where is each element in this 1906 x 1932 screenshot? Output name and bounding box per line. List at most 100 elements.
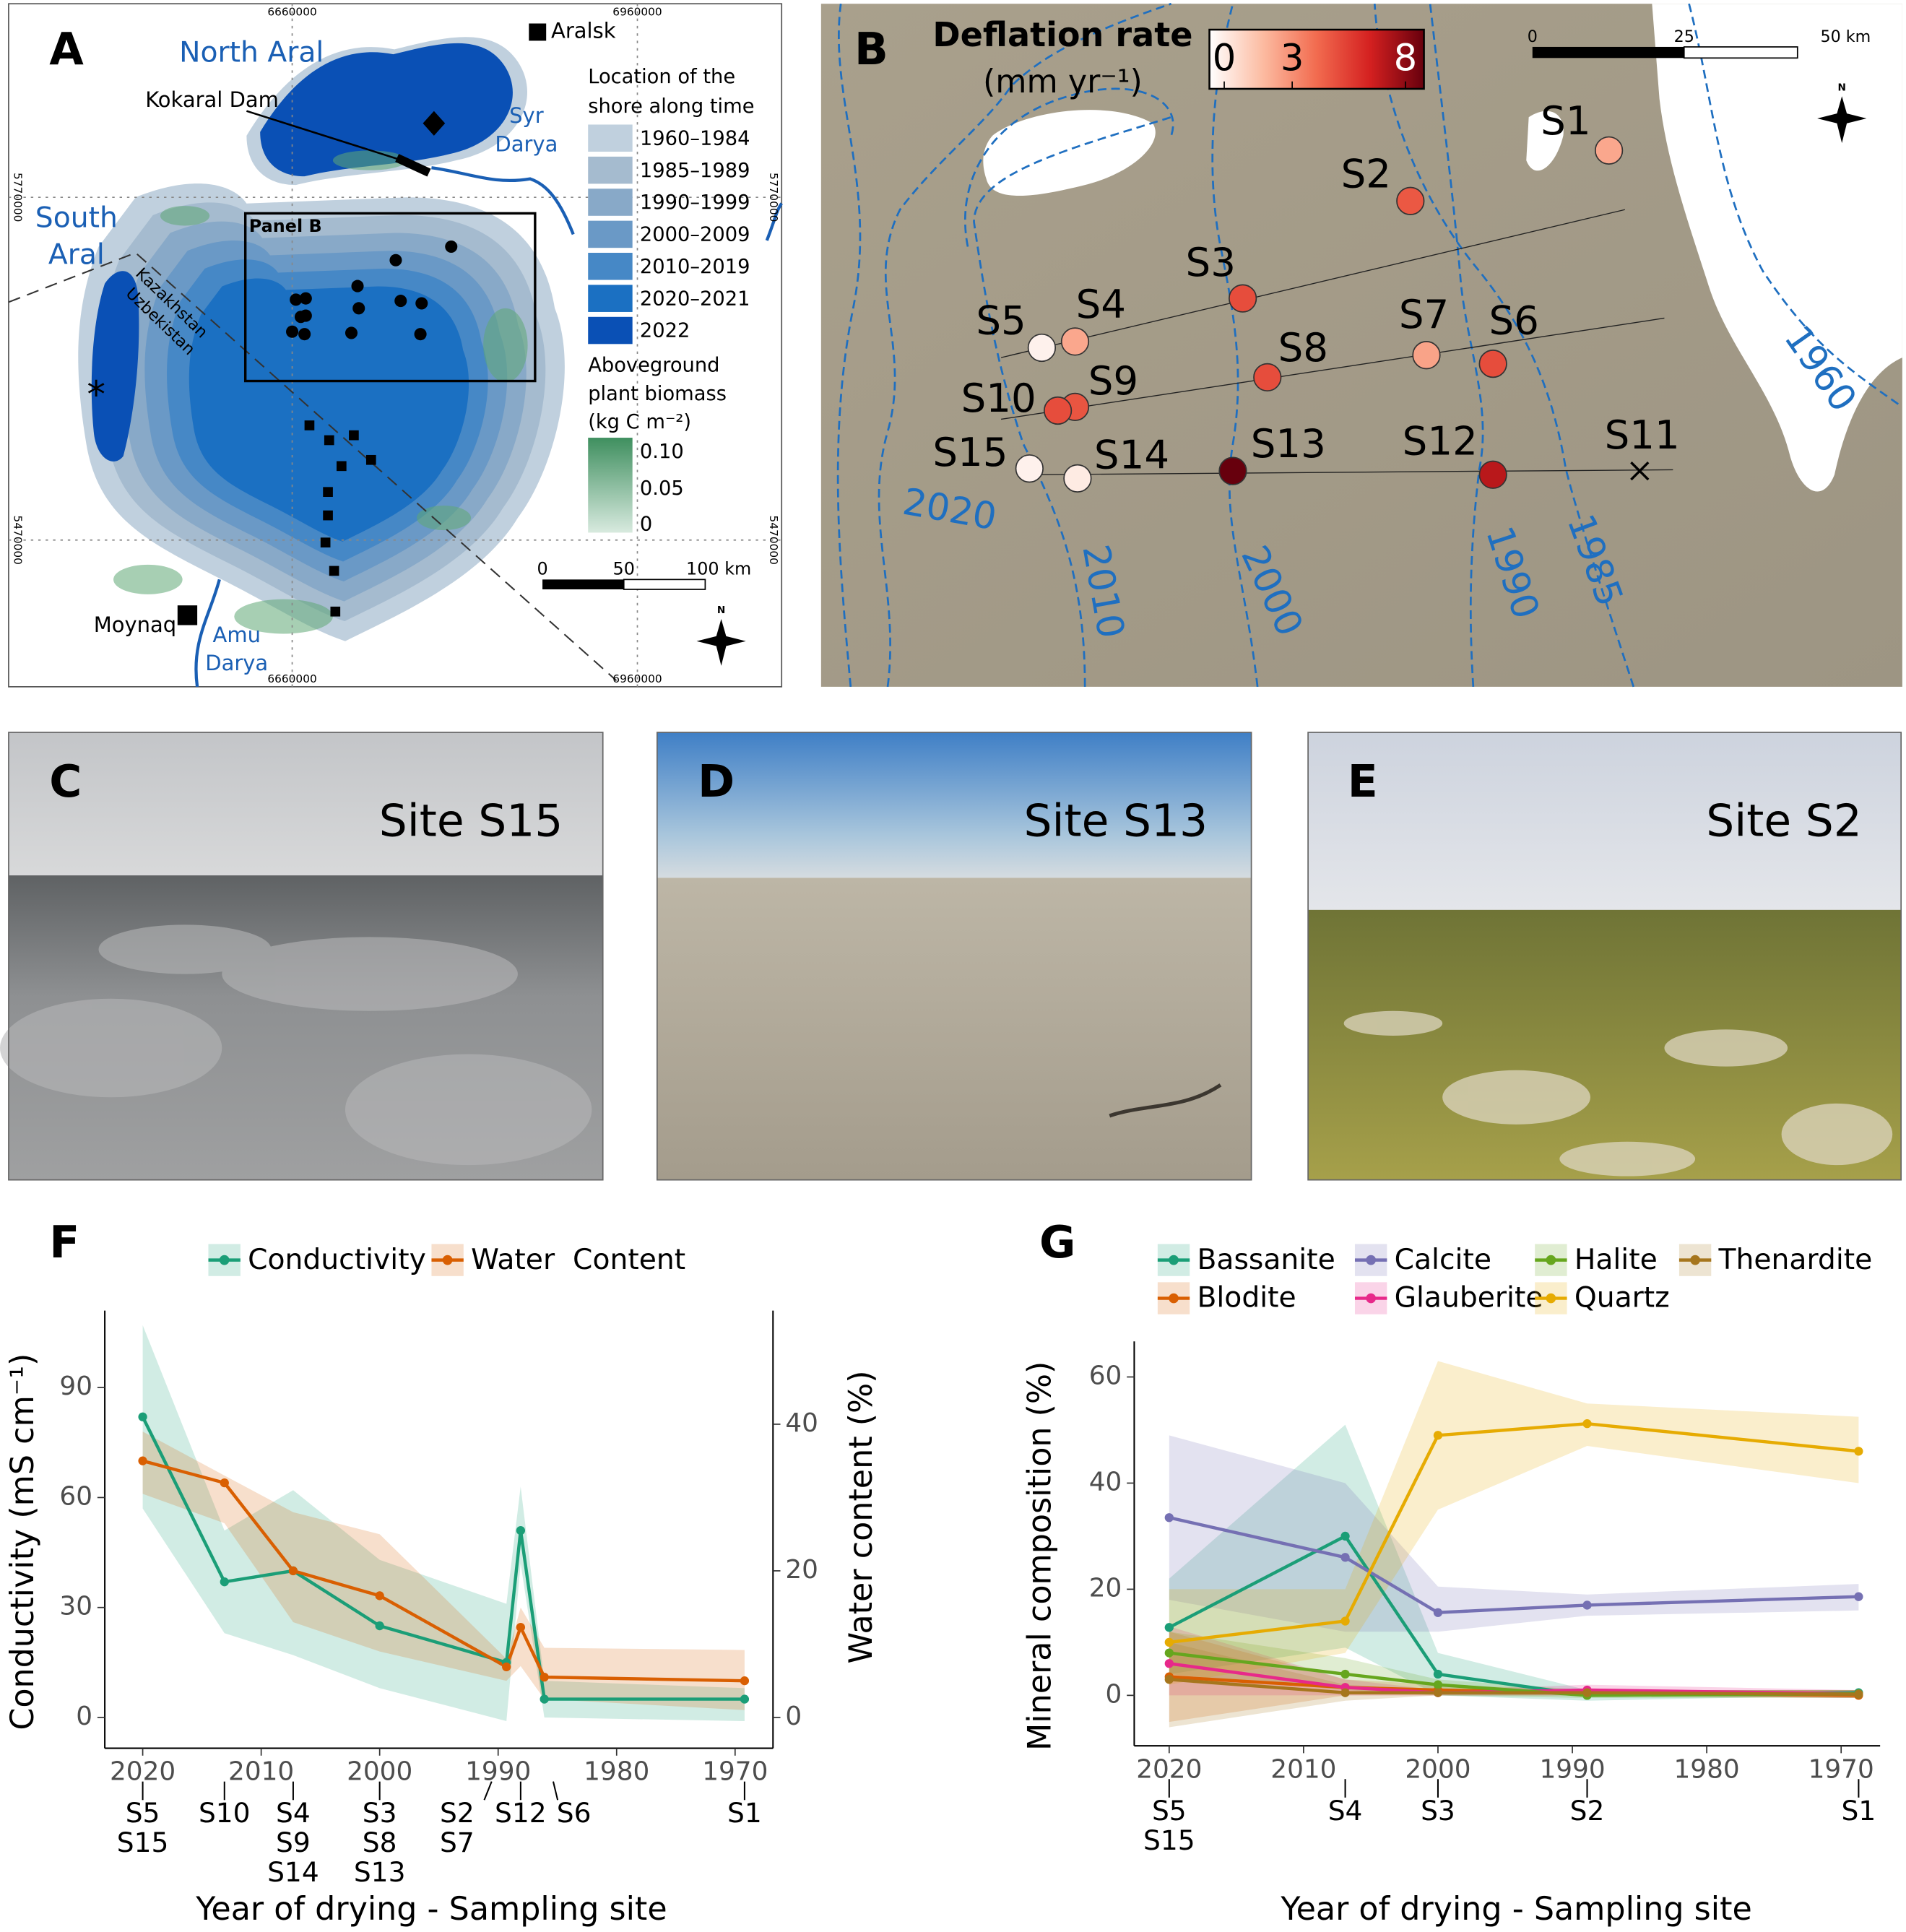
legend-label: 1960–1984 [640, 127, 750, 150]
data-point [1164, 1637, 1174, 1647]
site-label: S1 [1842, 1795, 1876, 1827]
colorbar-box [1208, 28, 1425, 90]
scale-label: 50 km [1820, 27, 1871, 46]
series-line [142, 1459, 745, 1683]
data-point [288, 1566, 298, 1576]
graticule [8, 4, 782, 687]
site-dot [1396, 186, 1425, 215]
confidence-band [1169, 1361, 1859, 1685]
panel-c: C Site S15 [0, 732, 604, 1181]
coord-label: 5470000 [767, 516, 780, 565]
data-point [220, 1577, 229, 1587]
data-point [1164, 1659, 1174, 1668]
panel-a: * A North Aral Aralsk Kokaral Dam Syr Da… [8, 3, 783, 688]
legend-label: 0 [640, 514, 652, 536]
data-point [375, 1591, 384, 1600]
legend-label: Water Content [471, 1244, 685, 1276]
legend-label: 2010–2019 [640, 256, 750, 278]
water [983, 110, 1156, 196]
x-tick-label: 1970 [702, 1757, 768, 1787]
y2-axis-title: Water content (%) [843, 1370, 880, 1663]
site-tick [483, 1781, 493, 1801]
legend-label: 2020–2021 [640, 287, 750, 310]
shore-zone [91, 271, 139, 462]
scale-bar [1683, 46, 1798, 59]
colorbar-tick-label: 8 [1394, 37, 1418, 80]
photo-ground [657, 878, 1252, 1180]
legend: 1960–1984 1985–1989 1990–1999 2000–2009 2010… [588, 124, 750, 533]
confidence-band [142, 1325, 745, 1722]
shore-zone [189, 278, 469, 542]
data-point [138, 1412, 147, 1421]
panel-label: D [698, 756, 735, 807]
colorbar-unit: (mm yr⁻¹) [983, 64, 1143, 100]
data-point [1340, 1688, 1350, 1697]
site-label: S11 [1605, 412, 1680, 458]
y-tick-label: 20 [1089, 1573, 1122, 1603]
data-point [1164, 1513, 1174, 1522]
photo-sky [8, 732, 603, 878]
site-dot [1412, 341, 1441, 370]
legend-key [1169, 1255, 1179, 1265]
coord-label: 5770000 [767, 173, 780, 222]
legend-swatch [588, 156, 633, 184]
map-label: Kokaral Dam [145, 87, 279, 112]
map-label: North Aral [179, 37, 324, 69]
legend-label: Bassanite [1197, 1244, 1335, 1276]
site-label: S4 [1076, 281, 1126, 327]
photo-texture [1109, 1083, 1222, 1118]
data-point [1164, 1648, 1174, 1658]
data-point [1582, 1419, 1592, 1429]
site-label: S12 [1403, 418, 1478, 464]
data-point [740, 1676, 750, 1686]
legend-label: Thenardite [1718, 1244, 1873, 1276]
legend-label: Blodite [1197, 1282, 1296, 1314]
confidence-band [1169, 1424, 1859, 1701]
legend-key [1366, 1293, 1376, 1304]
site-label: S5 [126, 1797, 160, 1829]
x-tick-label: 1970 [1808, 1754, 1874, 1784]
site-dot [1060, 327, 1090, 356]
legend-swatch [588, 220, 633, 248]
site-label: S8 [1278, 324, 1328, 371]
site-label: S9 [276, 1827, 311, 1858]
pointer [246, 110, 426, 169]
site-label: S2 [440, 1797, 475, 1829]
y-axis-title: Mineral composition (%) [1021, 1361, 1058, 1751]
panel-label: F [49, 1217, 79, 1268]
site-dot [1027, 333, 1057, 363]
no-data-marker [1630, 461, 1650, 481]
photo-frame [1307, 732, 1902, 1181]
site-label: S5 [1152, 1795, 1187, 1827]
data-point [1854, 1689, 1863, 1699]
legend-label: 1990–1999 [640, 191, 750, 214]
shore-zone [260, 43, 513, 177]
coord-label: 6960000 [612, 6, 662, 19]
colorbar-title: Deflation rate [932, 15, 1192, 54]
data-point [1340, 1531, 1350, 1541]
panel-label: C [49, 756, 82, 807]
coord-label: 6960000 [612, 672, 662, 685]
site-label: S5 [976, 297, 1026, 343]
legend-label: Quartz [1574, 1282, 1670, 1314]
site-label: S3 [363, 1797, 397, 1829]
scale-bar [542, 579, 624, 590]
river [765, 202, 783, 241]
confidence-band [142, 1431, 745, 1710]
panel-d: D Site S13 [656, 732, 1252, 1181]
y-tick-label: 60 [59, 1481, 92, 1511]
legend-title: Location of the [588, 66, 735, 88]
legend-title: shore along time [588, 95, 754, 118]
site-label: S4 [1328, 1795, 1363, 1827]
site-dot [1253, 363, 1282, 392]
site-label: S2 [1570, 1795, 1605, 1827]
site-dot [1594, 136, 1624, 165]
x-tick-label: 1980 [1674, 1754, 1740, 1784]
site-label: S15 [117, 1827, 169, 1858]
y-tick-label: 60 [1089, 1361, 1122, 1391]
confidence-band [1169, 1632, 1859, 1723]
border-line [8, 251, 618, 682]
compass [1817, 96, 1867, 144]
legend-title: plant biomass [588, 383, 727, 405]
